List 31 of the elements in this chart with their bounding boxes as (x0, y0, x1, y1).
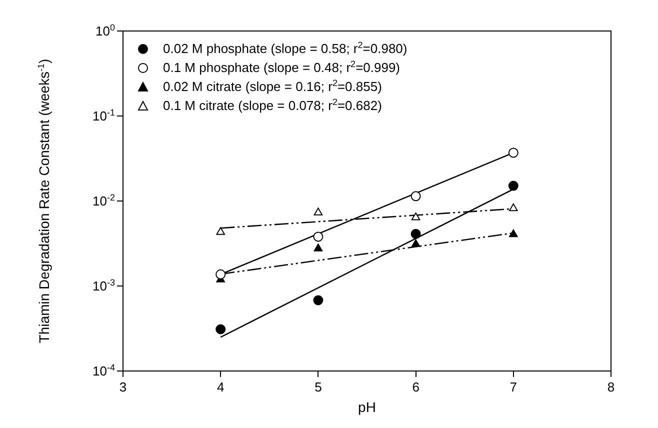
legend-label: 0.1 M phosphate (slope = 0.48; r$^{2}$=0.999) (163, 58, 400, 77)
x-tick-label: 7 (510, 379, 518, 394)
y-tick-label: 10$^{-4}$ (92, 362, 115, 378)
point (411, 239, 420, 247)
point (410, 191, 421, 202)
legend-label: 0.1 M citrate (slope = 0.078; r$^{2}$=0.682) (163, 96, 382, 115)
y-tick-label: 10$^{-1}$ (92, 108, 115, 124)
point (508, 148, 518, 158)
point (313, 232, 324, 242)
point (411, 212, 420, 220)
point (314, 244, 323, 252)
point (509, 203, 518, 212)
point (509, 229, 518, 238)
x-axis-title: pH (358, 399, 376, 415)
x-tick-label: 6 (412, 379, 420, 394)
point (314, 208, 323, 216)
point (216, 227, 225, 235)
point (216, 324, 226, 334)
point (410, 228, 421, 239)
point (508, 180, 518, 191)
x-tick-label: 8 (607, 379, 615, 394)
y-tick-label: 10$^{-3}$ (92, 278, 115, 294)
x-tick-label: 3 (119, 379, 127, 394)
legend-label: 0.02 M phosphate (slope = 0.58; r$^{2}$=0.980) (163, 39, 408, 58)
y-tick-label: 10$^{0}$ (96, 22, 115, 38)
y-tick-label: 10$^{-2}$ (92, 192, 115, 208)
point (216, 269, 226, 280)
x-tick-label: 4 (216, 379, 224, 394)
x-tick-label: 5 (314, 379, 322, 394)
point (313, 295, 324, 306)
legend-label: 0.02 M citrate (slope = 0.16; r$^{2}$=0.855) (163, 77, 382, 96)
